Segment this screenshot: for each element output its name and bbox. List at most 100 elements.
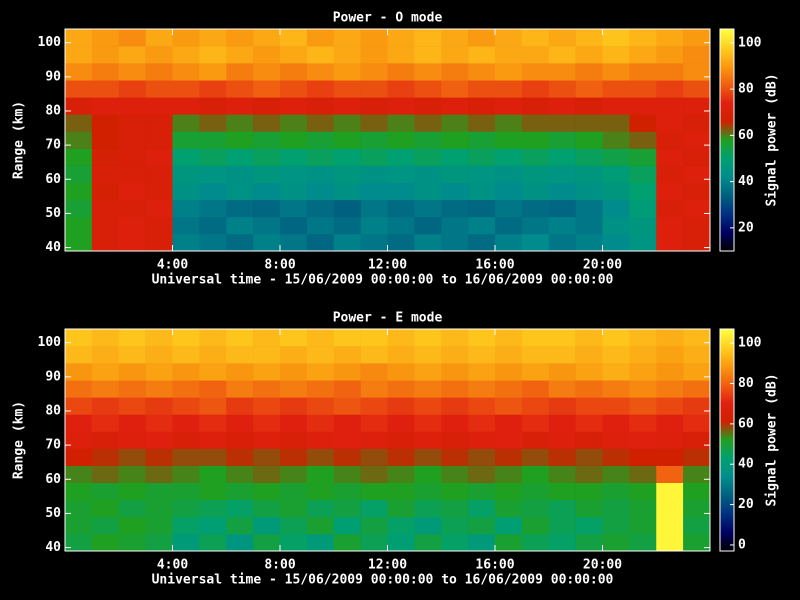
heat-cell xyxy=(253,380,281,398)
heat-cell xyxy=(629,431,657,449)
colorbar-tick-label: 0 xyxy=(738,537,746,552)
heat-cell xyxy=(306,363,335,381)
heat-cell xyxy=(253,29,281,47)
heat-cell xyxy=(65,80,93,98)
heat-cell xyxy=(306,431,335,449)
heat-cell xyxy=(91,97,120,115)
heat-cell xyxy=(333,165,361,183)
heat-cell xyxy=(199,380,227,398)
heat-cell xyxy=(253,448,281,466)
heat-cell xyxy=(253,233,281,252)
heat-cell xyxy=(548,431,576,449)
heat-cell xyxy=(521,380,550,398)
heat-cell xyxy=(360,46,388,64)
heat-cell xyxy=(521,80,550,98)
heat-cell xyxy=(91,233,120,252)
heat-cell xyxy=(333,397,361,415)
heat-cell xyxy=(414,233,442,252)
heat-cell xyxy=(226,131,254,149)
heat-cell xyxy=(118,329,146,347)
heat-cell xyxy=(145,431,173,449)
colorbar-tick-label: 60 xyxy=(738,128,754,143)
heat-cell xyxy=(306,97,335,115)
heat-cell xyxy=(145,46,173,64)
heat-cell xyxy=(253,199,281,218)
heat-cell xyxy=(253,182,281,201)
heat-cell xyxy=(414,199,442,218)
heat-cell xyxy=(441,499,469,518)
heat-cell xyxy=(495,97,523,115)
heat-cell xyxy=(683,199,711,218)
heat-cell xyxy=(333,182,361,201)
heat-cell xyxy=(629,397,657,415)
heat-cell xyxy=(360,414,388,432)
heat-cell xyxy=(521,499,550,518)
heat-cell xyxy=(253,482,281,501)
heat-cell xyxy=(575,482,603,501)
heat-cell xyxy=(683,114,711,132)
colorbar-tick-label: 20 xyxy=(738,497,754,512)
y-axis-label: Range (km) xyxy=(12,101,27,179)
heat-cell xyxy=(226,216,254,235)
heat-cell xyxy=(172,63,200,81)
heat-cell xyxy=(306,516,335,535)
y-tick-label: 100 xyxy=(38,35,62,50)
heat-cell xyxy=(387,329,415,347)
heat-cell xyxy=(118,414,146,432)
x-tick-label: 12:00 xyxy=(368,558,407,573)
heat-cell xyxy=(65,165,93,183)
heat-cell xyxy=(145,114,173,132)
heat-cell xyxy=(521,533,550,552)
heat-cell xyxy=(548,114,576,132)
heat-cell xyxy=(629,216,657,235)
heat-cell xyxy=(91,414,120,432)
heat-cell xyxy=(521,165,550,183)
heat-cell xyxy=(226,46,254,64)
heat-cell xyxy=(414,29,442,47)
heat-cell xyxy=(548,63,576,81)
heat-cell xyxy=(629,414,657,432)
heat-cell xyxy=(602,465,630,483)
heat-cell xyxy=(199,182,227,201)
heat-cell xyxy=(548,533,576,552)
heat-cell xyxy=(629,80,657,98)
heat-cell xyxy=(118,233,146,252)
heat-cell xyxy=(333,482,361,501)
heat-cell xyxy=(306,482,335,501)
heat-cell xyxy=(602,29,630,47)
heat-cell xyxy=(548,97,576,115)
heat-cell xyxy=(145,97,173,115)
heat-cell xyxy=(226,63,254,81)
heat-cell xyxy=(306,448,335,466)
heat-cell xyxy=(387,165,415,183)
heat-cell xyxy=(65,533,93,552)
heat-cell xyxy=(226,80,254,98)
x-tick-label: 8:00 xyxy=(264,558,295,573)
heat-cell xyxy=(172,182,200,201)
x-tick-label: 4:00 xyxy=(157,558,188,573)
heat-cell xyxy=(656,414,684,432)
heat-cell xyxy=(468,465,496,483)
heat-cell xyxy=(602,97,630,115)
heat-cell xyxy=(629,165,657,183)
heat-cell xyxy=(468,397,496,415)
heat-cell xyxy=(495,448,523,466)
heat-cell xyxy=(468,499,496,518)
heat-cell xyxy=(118,182,146,201)
heat-cell xyxy=(656,97,684,115)
heat-cell xyxy=(521,363,550,381)
colorbar xyxy=(719,28,735,252)
heat-cell xyxy=(91,216,120,235)
heat-cell xyxy=(441,431,469,449)
heat-cell xyxy=(360,465,388,483)
y-tick-label: 80 xyxy=(45,103,61,118)
heat-cell xyxy=(333,499,361,518)
heat-cell xyxy=(199,97,227,115)
colorbar-tick-label: 100 xyxy=(738,35,762,50)
heat-cell xyxy=(387,482,415,501)
heat-cell xyxy=(91,482,120,501)
heat-cell xyxy=(280,465,308,483)
heat-cell xyxy=(468,482,496,501)
heat-cell xyxy=(414,380,442,398)
heat-cell xyxy=(199,431,227,449)
